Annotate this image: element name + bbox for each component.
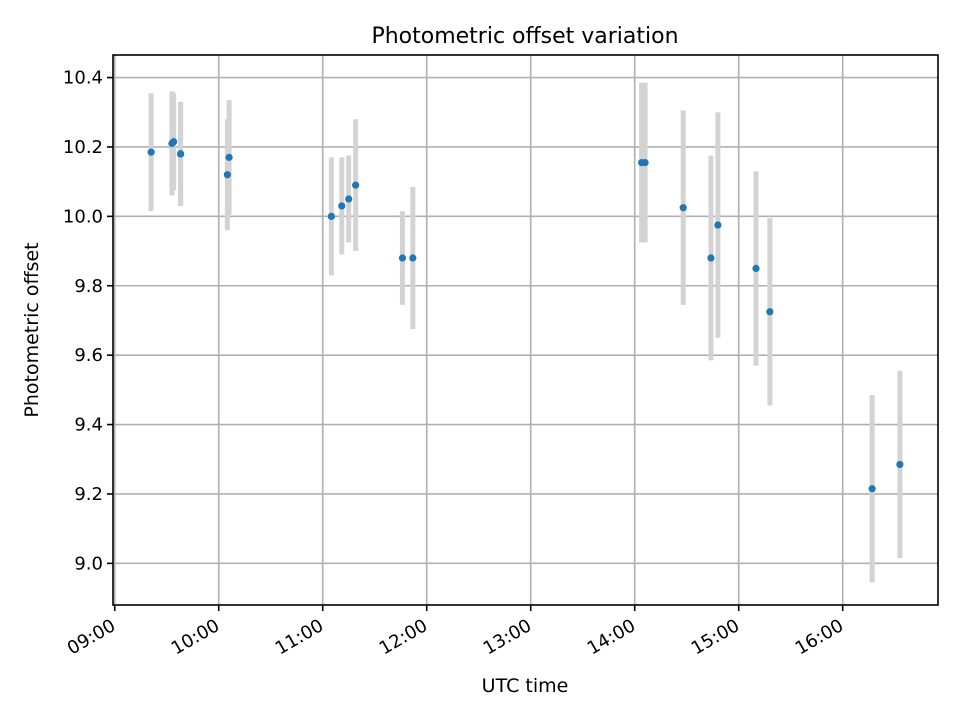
y-tick-label: 9.8 <box>74 276 103 297</box>
x-axis-label: UTC time <box>482 675 569 697</box>
data-point <box>707 254 715 262</box>
grid-layer <box>113 55 938 605</box>
data-point <box>225 153 233 161</box>
data-point <box>176 150 185 158</box>
chart-title: Photometric offset variation <box>371 24 678 49</box>
data-point <box>345 195 353 203</box>
data-point <box>641 158 649 167</box>
y-tick-label: 9.2 <box>74 484 103 505</box>
data-point <box>338 202 346 210</box>
data-point <box>327 212 335 220</box>
data-point <box>896 460 904 469</box>
data-point <box>679 204 687 212</box>
y-tick-label: 10.4 <box>63 68 103 89</box>
data-point <box>147 148 155 156</box>
data-point <box>170 138 178 146</box>
plot-frame <box>112 54 939 606</box>
data-point <box>868 485 876 493</box>
y-axis-label: Photometric offset <box>21 242 43 417</box>
y-tick-label: 9.4 <box>74 415 103 436</box>
point-layer <box>147 138 904 493</box>
y-tick-label: 9.0 <box>74 553 103 574</box>
data-point <box>714 221 722 229</box>
data-point <box>398 254 407 262</box>
data-point <box>409 254 417 262</box>
y-tick-label: 10.0 <box>63 206 103 227</box>
y-tick-label: 10.2 <box>63 137 103 158</box>
data-point <box>352 181 360 189</box>
data-point <box>766 308 774 316</box>
data-point <box>752 264 760 273</box>
y-tick-label: 9.6 <box>74 345 103 366</box>
data-point <box>223 171 231 179</box>
